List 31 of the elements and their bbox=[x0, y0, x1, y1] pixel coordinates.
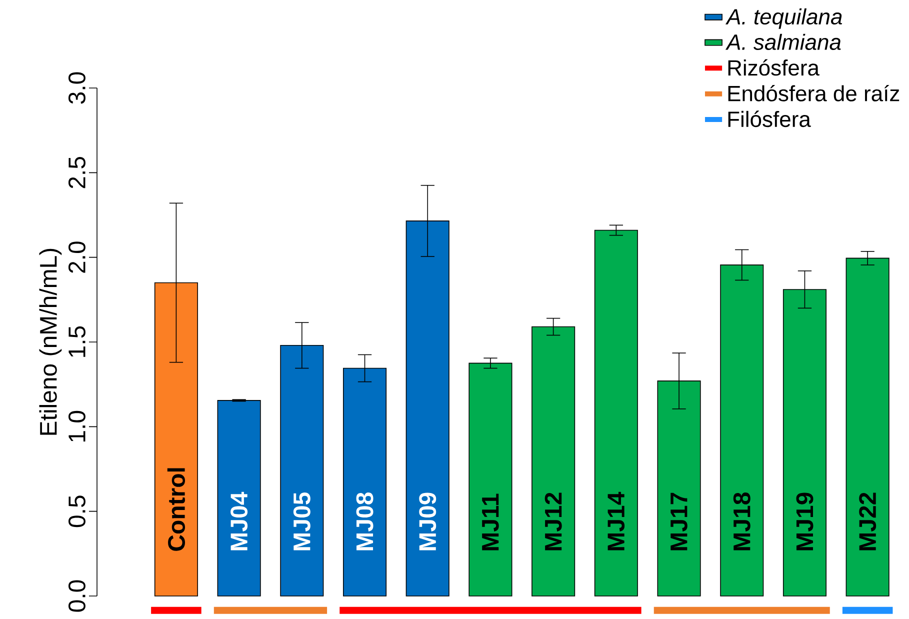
x-tick-label: MJ08 bbox=[356, 492, 374, 550]
bar bbox=[846, 258, 890, 596]
y-tick-label: 3.0 bbox=[68, 72, 86, 104]
x-tick-label: MJ22 bbox=[859, 492, 876, 550]
y-tick-label: 1.5 bbox=[68, 326, 86, 357]
y-tick-label: 0.5 bbox=[68, 496, 86, 528]
annotation: Endósfera de raíz bbox=[728, 84, 900, 102]
x-tick-label: MJ11 bbox=[482, 494, 499, 550]
x-tick-label: MJ05 bbox=[293, 492, 310, 550]
text: Rizósfera bbox=[728, 59, 820, 76]
x-tick-label: MJ12 bbox=[544, 492, 562, 550]
y-tick-label: 1.0 bbox=[68, 410, 86, 442]
y-tick-label: 2.5 bbox=[68, 156, 86, 188]
y-tick-label: 0.0 bbox=[68, 580, 86, 612]
y-axis-title: Etileno (nM/h/mL) bbox=[39, 248, 62, 435]
x-tick-label: Control bbox=[167, 468, 186, 551]
legend-label: A. tequilana bbox=[725, 8, 842, 29]
bar bbox=[342, 368, 387, 596]
x-tick-label: MJ04 bbox=[230, 492, 248, 550]
bar bbox=[594, 230, 638, 596]
legend-label: A. salmiana bbox=[725, 34, 841, 50]
x-tick-label: MJ17 bbox=[670, 492, 688, 550]
y-tick-label: 2.0 bbox=[68, 242, 86, 273]
bar bbox=[154, 282, 198, 596]
bar bbox=[468, 362, 512, 596]
x-tick-label: MJ14 bbox=[608, 492, 625, 550]
x-tick-label: MJ18 bbox=[733, 492, 750, 550]
annotation: Filósfera bbox=[728, 110, 811, 128]
bar bbox=[217, 400, 261, 596]
x-tick-label: MJ09 bbox=[419, 492, 436, 550]
x-tick-label: MJ19 bbox=[796, 492, 814, 550]
